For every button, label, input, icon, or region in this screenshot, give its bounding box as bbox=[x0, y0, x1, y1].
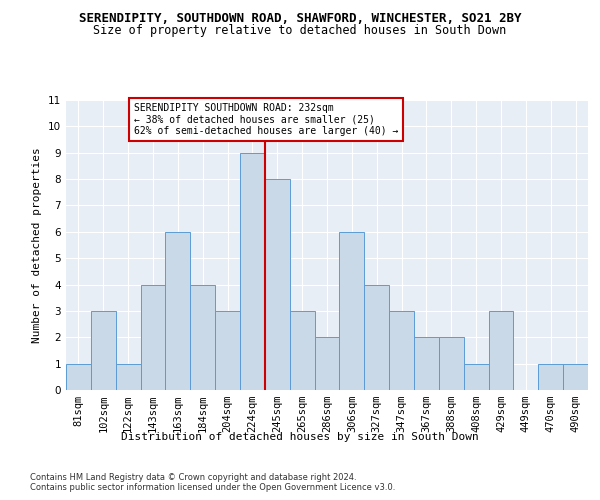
Bar bbox=[66, 364, 91, 390]
Bar bbox=[240, 152, 265, 390]
Bar bbox=[190, 284, 215, 390]
Bar bbox=[364, 284, 389, 390]
Bar bbox=[563, 364, 588, 390]
Bar bbox=[290, 311, 314, 390]
Text: Distribution of detached houses by size in South Down: Distribution of detached houses by size … bbox=[121, 432, 479, 442]
Bar bbox=[488, 311, 514, 390]
Bar bbox=[340, 232, 364, 390]
Text: Size of property relative to detached houses in South Down: Size of property relative to detached ho… bbox=[94, 24, 506, 37]
Text: SERENDIPITY, SOUTHDOWN ROAD, SHAWFORD, WINCHESTER, SO21 2BY: SERENDIPITY, SOUTHDOWN ROAD, SHAWFORD, W… bbox=[79, 12, 521, 26]
Bar bbox=[91, 311, 116, 390]
Bar bbox=[389, 311, 414, 390]
Bar bbox=[538, 364, 563, 390]
Bar bbox=[414, 338, 439, 390]
Bar bbox=[265, 179, 290, 390]
Text: Contains public sector information licensed under the Open Government Licence v3: Contains public sector information licen… bbox=[30, 482, 395, 492]
Bar bbox=[314, 338, 340, 390]
Bar bbox=[464, 364, 488, 390]
Bar bbox=[166, 232, 190, 390]
Text: Contains HM Land Registry data © Crown copyright and database right 2024.: Contains HM Land Registry data © Crown c… bbox=[30, 472, 356, 482]
Text: SERENDIPITY SOUTHDOWN ROAD: 232sqm
← 38% of detached houses are smaller (25)
62%: SERENDIPITY SOUTHDOWN ROAD: 232sqm ← 38%… bbox=[134, 103, 398, 136]
Bar bbox=[116, 364, 140, 390]
Y-axis label: Number of detached properties: Number of detached properties bbox=[32, 147, 43, 343]
Bar bbox=[215, 311, 240, 390]
Bar bbox=[140, 284, 166, 390]
Bar bbox=[439, 338, 464, 390]
